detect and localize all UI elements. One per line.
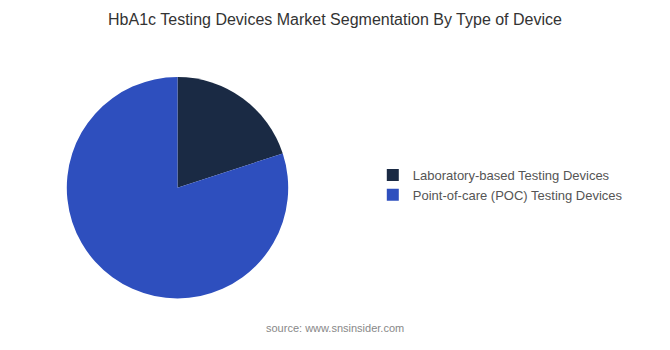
svg-text:HbA1c Testing Devices Market S: HbA1c Testing Devices Market Segmentatio…: [108, 11, 562, 28]
svg-text:Laboratory-based Testing Devic: Laboratory-based Testing Devices: [413, 168, 610, 183]
svg-text:source: www.snsinsider.com: source: www.snsinsider.com: [266, 322, 404, 334]
svg-text:Point-of-care (POC) Testing De: Point-of-care (POC) Testing Devices: [413, 188, 623, 203]
